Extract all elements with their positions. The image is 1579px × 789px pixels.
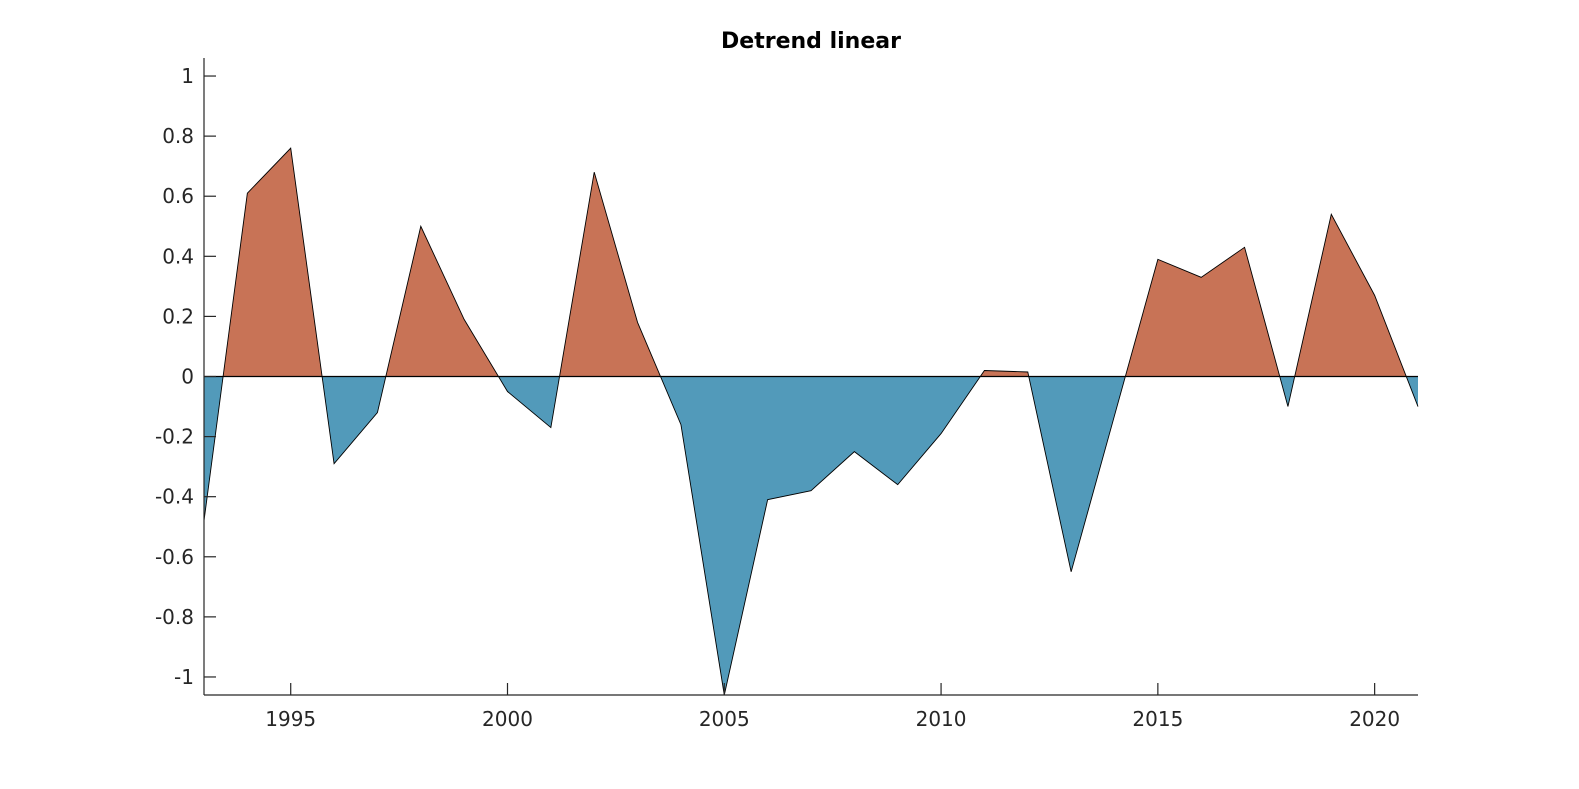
y-tick-label: -0.2 [155, 425, 194, 449]
positive-area-9 [1125, 247, 1280, 377]
positive-area-1 [223, 148, 323, 377]
y-tick-label: 1 [181, 64, 194, 88]
x-tick-label: 2015 [1132, 707, 1183, 731]
x-tick-label: 2000 [482, 707, 533, 731]
series-outline [203, 147, 1419, 696]
chart-title: Detrend linear [721, 29, 901, 54]
x-tick-label: 2005 [699, 707, 750, 731]
negative-area-6 [660, 376, 981, 695]
y-tick-label: 0.4 [162, 244, 194, 268]
y-tick-label: 0 [181, 365, 194, 389]
area-fills [204, 148, 1418, 695]
x-ticks: 1995 2000 2005 2010 2015 2020 [265, 683, 1400, 731]
y-tick-label: -0.8 [155, 605, 194, 629]
negative-area-2 [322, 376, 386, 464]
y-ticks: -1 -0.8 -0.6 -0.4 -0.2 0 0.2 0.4 0.6 0.8 1 [155, 64, 216, 689]
negative-area-8 [1028, 376, 1126, 572]
x-tick-label: 2020 [1349, 707, 1400, 731]
negative-area-4 [498, 376, 560, 428]
x-tick-label: 2010 [916, 707, 967, 731]
y-tick-label: 0.6 [162, 184, 194, 208]
y-tick-label: -0.6 [155, 545, 194, 569]
positive-area-3 [385, 226, 499, 377]
positive-area-5 [559, 172, 661, 377]
y-tick-label: 0.8 [162, 124, 194, 148]
y-tick-label: -0.4 [155, 485, 194, 509]
negative-area-10 [1279, 376, 1295, 407]
y-tick-label: -1 [174, 665, 194, 689]
positive-area-11 [1294, 214, 1407, 377]
series-line [203, 147, 1419, 696]
y-tick-label: 0.2 [162, 304, 194, 328]
x-tick-label: 1995 [265, 707, 316, 731]
